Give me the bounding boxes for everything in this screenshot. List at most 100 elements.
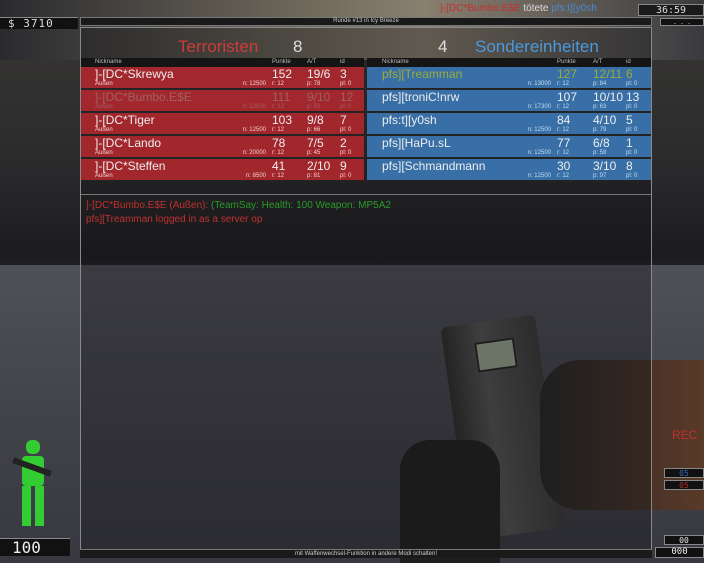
money-display: $ 3710 [0, 17, 78, 30]
ammo-clip: 00 [664, 535, 704, 545]
player-rank: r: 12 [272, 173, 285, 179]
player-loss: pl: 0 [340, 173, 352, 179]
player-rank: r: 12 [272, 127, 285, 133]
player-row[interactable]: ]-[DC*Bumbo.E$E Außen n: 12500 111 r: 12 9/10… [81, 90, 364, 112]
hint-bar: mit Waffenwechsel-Funktion in andere Mod… [80, 549, 652, 558]
player-id: 13 [626, 90, 640, 104]
player-kills-deaths: 9/8 [307, 113, 324, 127]
chat-line: pfs][Treamman logged in as a server op [86, 214, 263, 225]
health-display: 100 [0, 538, 70, 557]
ct-score: 4 [438, 37, 448, 56]
player-id: 6 [626, 67, 633, 81]
column-at[interactable]: A/T [593, 59, 603, 65]
player-id: 12 [340, 90, 354, 104]
player-points: 103 [272, 113, 293, 127]
player-loss: pl: 0 [626, 81, 638, 87]
player-kills-deaths: 9/10 [307, 90, 331, 104]
player-points: 107 [557, 90, 578, 104]
player-row[interactable]: pfs][Schmandmann n: 12500 30 r: 12 3/10 p: 97… [367, 159, 651, 181]
player-money: n: 12500 [242, 127, 266, 133]
player-row[interactable]: ]-[DC*Tiger Außen n: 12500 103 r: 12 9/8 p: 66… [81, 113, 364, 135]
player-kills-deaths: 19/6 [307, 67, 331, 81]
player-row[interactable]: pfs][Treamman n: 13000 127 r: 12 12/11 p: 84 6… [367, 67, 651, 89]
chat-line: ]-[DC*Bumbo.E$E (Außen): (TeamSay: Healt… [86, 200, 391, 212]
column-nickname[interactable]: Nickname [382, 59, 409, 65]
player-row[interactable]: pfs][troniC!nrw n: 17300 107 r: 12 10/10 p: 6… [367, 90, 651, 112]
player-points: 84 [557, 113, 571, 127]
player-hand [400, 440, 500, 563]
player-points: 77 [557, 136, 571, 150]
player-money: n: 12500 [242, 104, 266, 110]
player-name: ]-[DC*Skrewya [95, 67, 174, 81]
player-row[interactable]: ]-[DC*Lando Außen n: 20000 78 r: 12 7/5 p: 45 2… [81, 136, 364, 158]
scoreboard-divider [81, 194, 651, 195]
player-points: 41 [272, 159, 286, 173]
column-points[interactable]: Punkte [272, 59, 291, 65]
player-ping: p: 66 [307, 127, 321, 133]
player-ping: p: 84 [593, 81, 607, 87]
player-loss: pl: 0 [626, 127, 638, 133]
player-location: Außen [95, 127, 113, 133]
player-rank: r: 12 [557, 150, 570, 156]
column-id[interactable]: id [340, 59, 345, 65]
player-money: n: 17300 [527, 104, 551, 110]
chat-sender: ]-[DC*Bumbo.E$E (Außen): [86, 200, 209, 211]
terrorists-column-header: Nickname Punkte A/T id [81, 58, 364, 67]
player-rank: r: 12 [557, 173, 570, 179]
player-status-icon [10, 440, 58, 530]
column-nickname[interactable]: Nickname [95, 59, 122, 65]
player-name: pfs][Schmandmann [382, 159, 486, 173]
player-points: 111 [272, 90, 291, 104]
player-ping: p: 58 [593, 150, 607, 156]
player-rank: r: 12 [272, 104, 285, 110]
player-id: 5 [626, 113, 633, 127]
radar-indicator: - - - [660, 18, 704, 27]
player-location: Außen [95, 173, 113, 179]
player-row[interactable]: ]-[DC*Skrewya Außen n: 12500 152 r: 12 19/6 p:… [81, 67, 364, 89]
player-ping: p: 45 [307, 150, 321, 156]
player-rank: r: 12 [557, 127, 570, 133]
player-loss: pl: 0 [340, 127, 352, 133]
player-kills-deaths: 10/10 [593, 90, 624, 104]
counter_terrorists-column-header: Nickname Punkte A/T id [367, 58, 651, 67]
player-points: 30 [557, 159, 571, 173]
player-rank: r: 12 [557, 81, 570, 87]
player-row[interactable]: pfs:t][y0sh n: 12500 84 r: 12 4/10 p: 79 5 pl: … [367, 113, 651, 135]
player-id: 1 [626, 136, 633, 150]
kill-feed: ]-[DC*Bumbo.E$E tötete pfs:t][y0sh [440, 3, 597, 15]
round-timer: 36:59 [638, 4, 704, 16]
player-ping: p: 79 [593, 127, 607, 133]
player-name: pfs][Treamman [382, 67, 463, 81]
kill-verb: tötete [523, 3, 549, 14]
player-ping: p: 97 [593, 173, 607, 179]
player-id: 2 [340, 136, 347, 150]
player-ping: p: 63 [593, 104, 607, 110]
player-money: n: 8500 [245, 173, 266, 179]
player-kills-deaths: 3/10 [593, 159, 617, 173]
column-points[interactable]: Punkte [557, 59, 576, 65]
player-row[interactable]: ]-[DC*Steffen Außen n: 8500 41 r: 12 2/10 p: 8… [81, 159, 364, 181]
sky-background [0, 0, 704, 60]
player-name: pfs][HaPu.sL [382, 136, 451, 150]
killer-name: ]-[DC*Bumbo.E$E [440, 3, 521, 14]
player-name: pfs:t][y0sh [382, 113, 437, 127]
player-id: 3 [340, 67, 347, 81]
player-ping: p: 78 [307, 81, 321, 87]
player-kills-deaths: 12/11 [593, 67, 623, 81]
player-name: ]-[DC*Bumbo.E$E [95, 90, 192, 104]
terrorists-title: Terroristen [178, 37, 259, 56]
player-points: 152 [272, 67, 293, 81]
player-name: pfs][troniC!nrw [382, 90, 460, 104]
player-id: 8 [626, 159, 633, 173]
column-at[interactable]: A/T [307, 59, 317, 65]
victim-name: pfs:t][y0sh [551, 3, 597, 14]
column-id[interactable]: id [626, 59, 631, 65]
player-kills-deaths: 2/10 [307, 159, 331, 173]
player-row[interactable]: pfs][HaPu.sL n: 12500 77 r: 12 6/8 p: 58 1 pl: … [367, 136, 651, 158]
player-name: ]-[DC*Steffen [95, 159, 166, 173]
player-name: ]-[DC*Tiger [95, 113, 155, 127]
player-loss: pl: 0 [340, 104, 352, 110]
player-money: n: 12500 [527, 150, 551, 156]
ct-alive-count: 05 [664, 468, 704, 478]
player-location: Außen [95, 81, 113, 87]
